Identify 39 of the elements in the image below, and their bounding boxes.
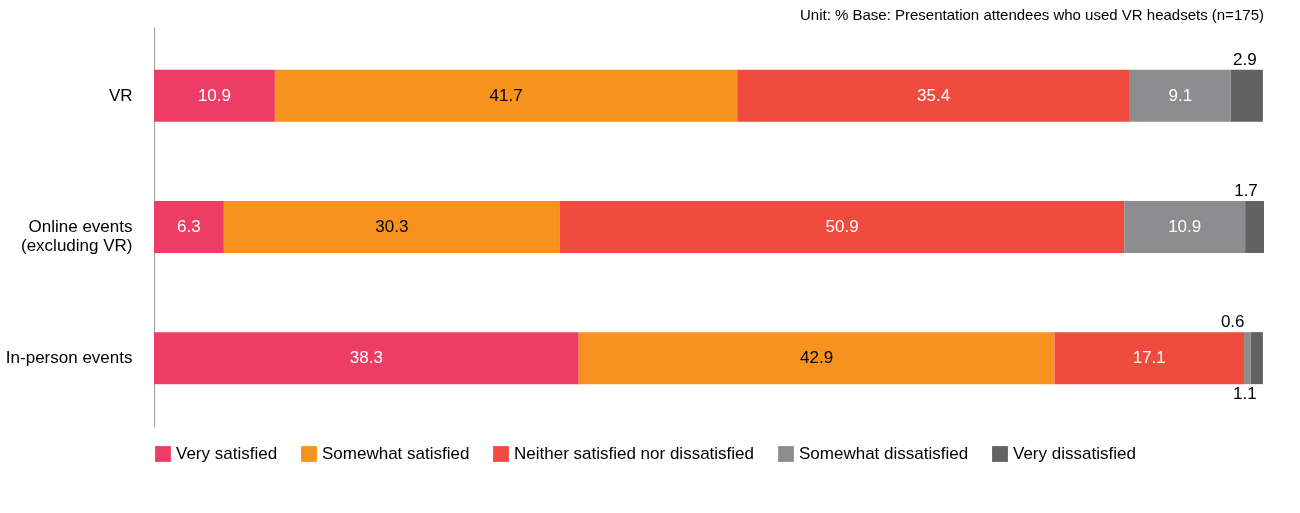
bar <box>154 201 224 253</box>
bar <box>154 69 275 122</box>
data-label: 2.9 <box>1233 49 1257 69</box>
text: Unit: % Base: Presentation attendees who used VR headsets (n=175) <box>799 6 1264 23</box>
legend-label: Neither satisfied nor dissatisfied <box>514 444 755 463</box>
bar <box>1250 332 1263 385</box>
y-tick-label: Online events (excluding VR) <box>21 217 133 255</box>
legend-label: Somewhat satisfied <box>322 444 470 463</box>
data-label: 38.3 <box>349 348 383 368</box>
data-label: 10.9 <box>1168 217 1202 236</box>
bar <box>154 332 579 385</box>
bar <box>737 69 1130 122</box>
bar <box>274 69 738 122</box>
bar <box>1129 69 1231 122</box>
bar <box>1230 69 1263 122</box>
data-label: 1.1 <box>1233 384 1257 404</box>
data-label: 9.1 <box>1168 85 1193 105</box>
data-label: 35.4 <box>917 85 951 105</box>
legend-label: Very satisfied <box>176 444 278 463</box>
data-label: 17.1 <box>1132 348 1166 368</box>
bar <box>1244 332 1251 385</box>
data-label: 42.9 <box>800 348 834 368</box>
data-label: 50.9 <box>825 217 859 236</box>
data-label: 30.3 <box>375 217 409 236</box>
data-label: 10.9 <box>197 85 231 105</box>
bar <box>1245 201 1264 253</box>
data-label: 1.7 <box>1234 181 1258 200</box>
data-label: 6.3 <box>177 217 201 236</box>
data-label: 0.6 <box>1220 312 1245 332</box>
bar <box>1124 201 1246 253</box>
legend-label: Very dissatisfied <box>1013 444 1136 463</box>
y-tick-label: In-person events <box>5 348 133 368</box>
bar <box>559 201 1125 253</box>
bar <box>578 332 1055 385</box>
y-tick-label: VR <box>108 85 133 105</box>
data-label: 41.7 <box>489 85 523 105</box>
bar <box>1054 332 1245 385</box>
bar <box>223 201 560 253</box>
legend-label: Somewhat dissatisfied <box>799 444 969 463</box>
